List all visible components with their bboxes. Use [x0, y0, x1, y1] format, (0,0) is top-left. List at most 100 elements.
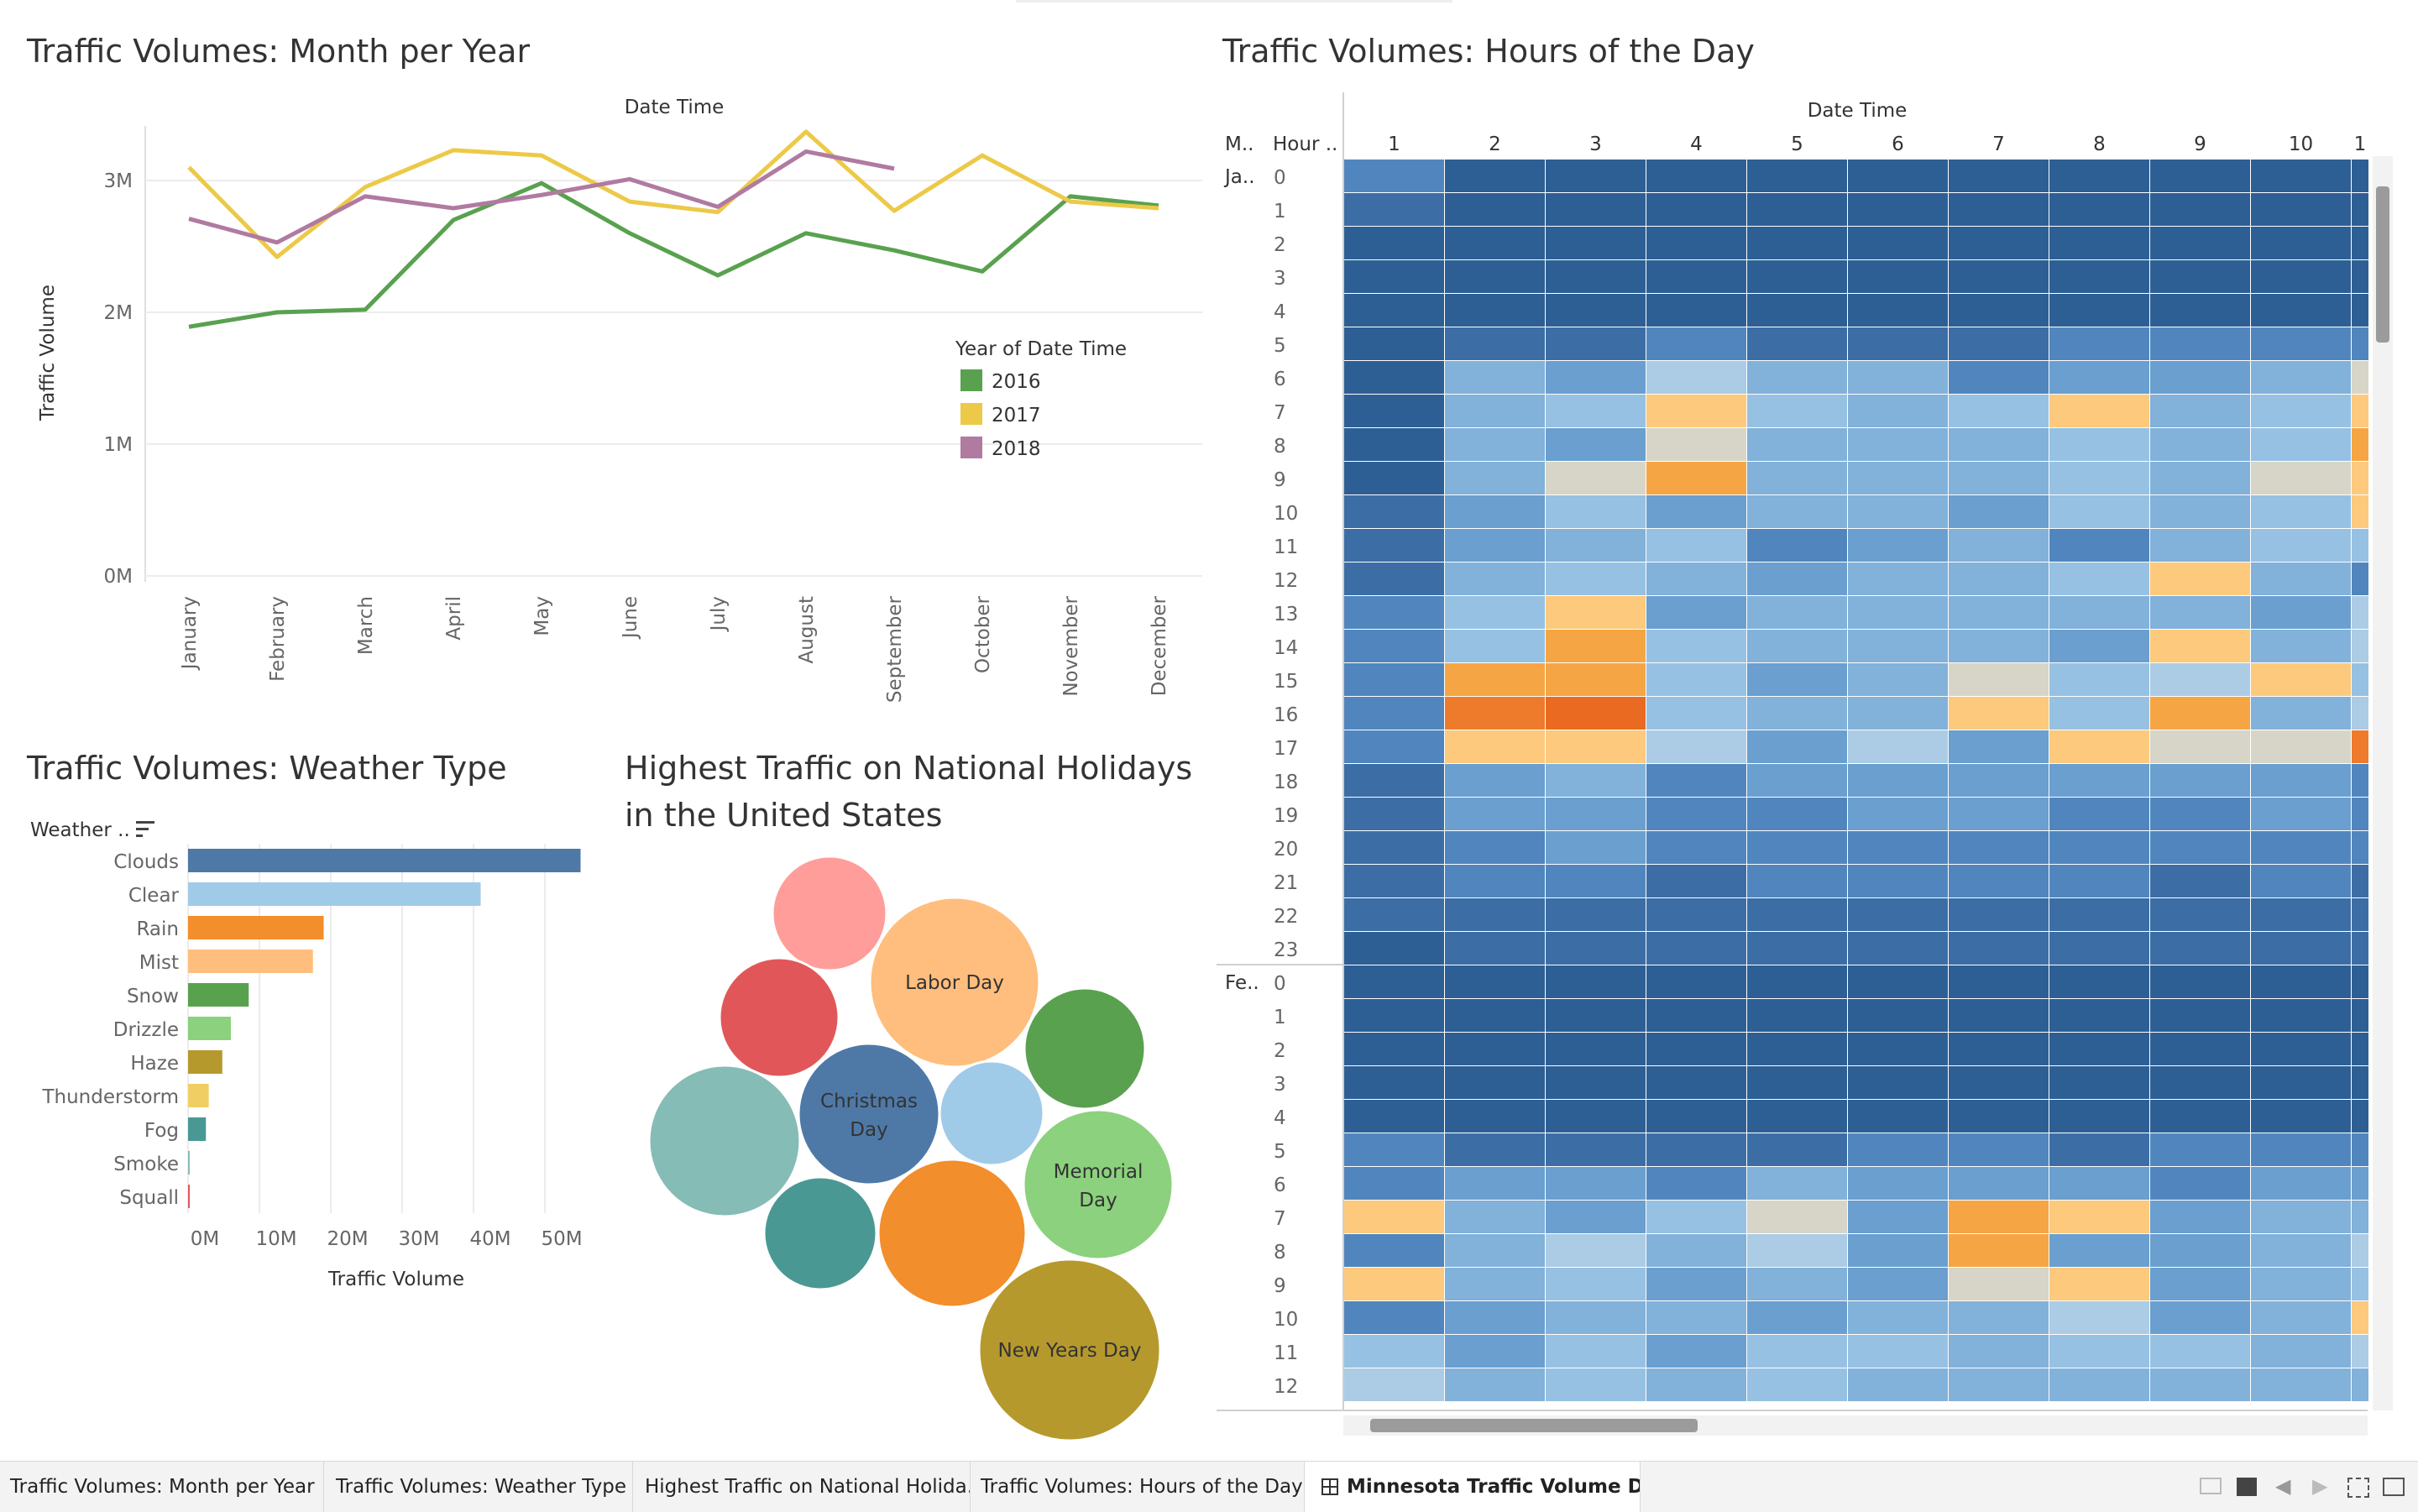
heatmap-cell[interactable]	[1344, 1066, 1444, 1099]
heatmap-cell[interactable]	[1445, 1368, 1545, 1401]
heatmap-cell[interactable]	[1344, 529, 1444, 562]
line-series-2017[interactable]	[187, 129, 1159, 259]
heatmap-cell[interactable]	[1747, 1368, 1847, 1401]
heatmap-cell[interactable]	[1445, 1234, 1545, 1267]
heatmap-cell[interactable]	[1646, 596, 1746, 629]
heatmap-cell[interactable]	[1445, 1201, 1545, 1233]
heatmap-cell[interactable]	[1344, 1234, 1444, 1267]
heatmap-column-label[interactable]: 2	[1489, 133, 1501, 155]
heatmap-cell[interactable]	[1445, 1100, 1545, 1133]
heatmap-cell[interactable]	[1848, 1201, 1948, 1233]
heatmap-cell[interactable]	[1747, 529, 1847, 562]
heatmap-cell[interactable]	[1949, 1100, 2049, 1133]
heatmap-cell[interactable]	[1646, 395, 1746, 427]
heatmap-cell[interactable]	[2251, 865, 2351, 897]
heatmap-cell[interactable]	[1344, 831, 1444, 864]
heatmap-cell[interactable]	[1747, 294, 1847, 327]
heatmap-cell[interactable]	[1848, 428, 1948, 461]
heatmap-cell[interactable]	[1848, 495, 1948, 528]
heatmap-cell[interactable]	[2251, 1234, 2351, 1267]
heatmap-cell[interactable]	[1747, 1335, 1847, 1368]
heatmap-cell[interactable]	[2352, 630, 2368, 662]
heatmap-cell[interactable]	[2352, 529, 2368, 562]
heatmap-cell[interactable]	[2251, 227, 2351, 259]
bar-clear[interactable]	[188, 882, 481, 906]
heatmap-cell[interactable]	[2251, 999, 2351, 1032]
heatmap-cell[interactable]	[2352, 1335, 2368, 1368]
heatmap-cell[interactable]	[2251, 730, 2351, 763]
heatmap-cell[interactable]	[1848, 193, 1948, 226]
heatmap-cell[interactable]	[2049, 361, 2149, 394]
heatmap-cell[interactable]	[1546, 730, 1646, 763]
heatmap-cell[interactable]	[2352, 663, 2368, 696]
heatmap-cell[interactable]	[1646, 898, 1746, 931]
heatmap-cell[interactable]	[1848, 529, 1948, 562]
heatmap-cell[interactable]	[1344, 630, 1444, 662]
heatmap-cell[interactable]	[1747, 898, 1847, 931]
heatmap-month-label[interactable]: Ja..	[1223, 166, 1255, 188]
heatmap-cell[interactable]	[1546, 798, 1646, 830]
holiday-bubble[interactable]	[647, 1064, 802, 1218]
heatmap-column-label[interactable]: 6	[1892, 133, 1904, 155]
heatmap-cell[interactable]	[1747, 730, 1847, 763]
heatmap-cell[interactable]	[1546, 898, 1646, 931]
heatmap-cell[interactable]	[1848, 1301, 1948, 1334]
heatmap-cell[interactable]	[1344, 798, 1444, 830]
heatmap-cell[interactable]	[1949, 965, 2049, 998]
heatmap-cell[interactable]	[1445, 361, 1545, 394]
presentation-icon[interactable]	[2383, 1478, 2405, 1496]
heatmap-cell[interactable]	[2251, 395, 2351, 427]
heatmap-cell[interactable]	[1949, 1033, 2049, 1065]
heatmap-cell[interactable]	[2352, 1234, 2368, 1267]
heatmap-cell[interactable]	[2150, 831, 2250, 864]
heatmap-cell[interactable]	[2251, 1167, 2351, 1200]
heatmap-cell[interactable]	[1344, 428, 1444, 461]
heatmap-cell[interactable]	[1949, 1234, 2049, 1267]
heatmap-cell[interactable]	[1546, 294, 1646, 327]
heatmap-cell[interactable]	[1445, 1268, 1545, 1300]
heatmap-cell[interactable]	[1445, 495, 1545, 528]
heatmap-column-label[interactable]: 7	[1992, 133, 2005, 155]
tab-national-holidays[interactable]: Highest Traffic on National Holida...	[633, 1462, 971, 1512]
heatmap-cell[interactable]	[1848, 898, 1948, 931]
heatmap-column-label[interactable]: 4	[1690, 133, 1703, 155]
heatmap-cell[interactable]	[1646, 932, 1746, 965]
heatmap-cell[interactable]	[2251, 965, 2351, 998]
heatmap-cell[interactable]	[1949, 160, 2049, 192]
heatmap-cell[interactable]	[1546, 495, 1646, 528]
heatmap-cell[interactable]	[1747, 193, 1847, 226]
heatmap-cell[interactable]	[1445, 227, 1545, 259]
heatmap-cell[interactable]	[2150, 193, 2250, 226]
heatmap-cell[interactable]	[2352, 1100, 2368, 1133]
heatmap-cell[interactable]	[1646, 865, 1746, 897]
heatmap-cell[interactable]	[1344, 999, 1444, 1032]
heatmap-cell[interactable]	[2150, 495, 2250, 528]
heatmap-cell[interactable]	[2150, 663, 2250, 696]
heatmap-cell[interactable]	[1344, 697, 1444, 730]
heatmap-cell[interactable]	[2049, 1268, 2149, 1300]
heatmap-cell[interactable]	[1646, 798, 1746, 830]
heatmap-cell[interactable]	[1344, 663, 1444, 696]
heatmap-cell[interactable]	[2251, 1335, 2351, 1368]
heatmap-cell[interactable]	[1848, 227, 1948, 259]
heatmap-cell[interactable]	[2251, 1133, 2351, 1166]
heatmap-cell[interactable]	[1546, 1133, 1646, 1166]
heatmap-cell[interactable]	[1646, 1335, 1746, 1368]
heatmap-month-label[interactable]: Fe..	[1225, 972, 1259, 994]
heatmap-cell[interactable]	[1344, 1268, 1444, 1300]
heatmap-cell[interactable]	[1747, 1234, 1847, 1267]
heatmap-cell[interactable]	[1344, 898, 1444, 931]
heatmap-cell[interactable]	[1747, 1301, 1847, 1334]
heatmap-cell[interactable]	[2352, 294, 2368, 327]
heatmap-cell[interactable]	[1747, 495, 1847, 528]
holiday-bubble[interactable]	[797, 1042, 941, 1186]
heatmap-cell[interactable]	[2352, 898, 2368, 931]
heatmap-cell[interactable]	[1445, 1167, 1545, 1200]
heatmap-cell[interactable]	[1344, 227, 1444, 259]
heatmap-cell[interactable]	[1848, 260, 1948, 293]
heatmap-cell[interactable]	[2150, 798, 2250, 830]
heatmap-cell[interactable]	[1546, 1234, 1646, 1267]
holiday-bubble[interactable]	[718, 956, 840, 1079]
filmstrip-icon[interactable]	[2237, 1478, 2257, 1496]
heatmap-cell[interactable]	[2251, 831, 2351, 864]
